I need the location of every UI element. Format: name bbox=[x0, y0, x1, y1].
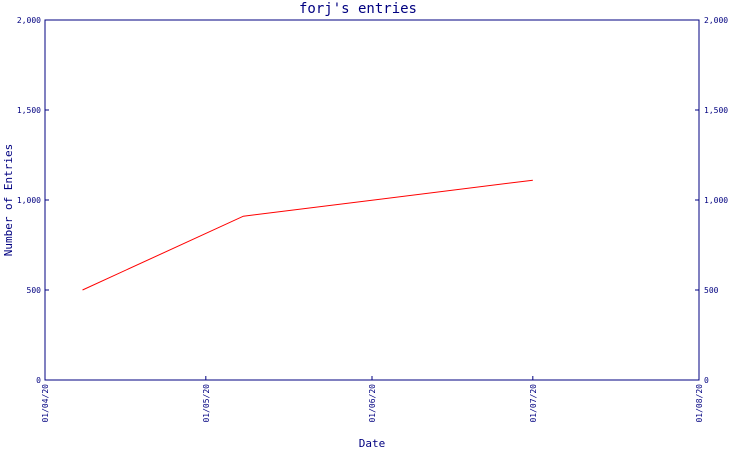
y-axis-title: Number of Entries bbox=[2, 144, 15, 257]
right-y-tick-label: 1,500 bbox=[704, 106, 728, 115]
right-y-tick-label: 2,000 bbox=[704, 16, 728, 25]
left-y-tick-label: 2,000 bbox=[17, 16, 41, 25]
right-y-tick-label: 0 bbox=[704, 376, 709, 385]
right-y-tick-label: 1,000 bbox=[704, 196, 728, 205]
x-tick-label: 01/04/20 bbox=[41, 384, 50, 423]
left-y-tick-label: 1,500 bbox=[17, 106, 41, 115]
series-layer bbox=[82, 179, 533, 291]
entries-series-line bbox=[82, 179, 533, 291]
x-tick-label: 01/06/20 bbox=[368, 384, 377, 423]
left-y-tick-label: 500 bbox=[27, 286, 42, 295]
x-axis-title: Date bbox=[359, 437, 386, 450]
left-y-tick-label: 1,000 bbox=[17, 196, 41, 205]
ticks-layer: 01/04/20 01/05/20 01/06/20 01/07/20 01/08/20… bbox=[17, 16, 728, 423]
right-y-tick-label: 500 bbox=[704, 286, 719, 295]
left-y-tick-label: 0 bbox=[36, 376, 41, 385]
x-tick-label: 01/07/20 bbox=[529, 384, 538, 423]
x-tick-label: 01/08/20 bbox=[695, 384, 704, 423]
x-tick-label: 01/05/20 bbox=[202, 384, 211, 423]
chart-title: forj's entries bbox=[299, 1, 417, 17]
